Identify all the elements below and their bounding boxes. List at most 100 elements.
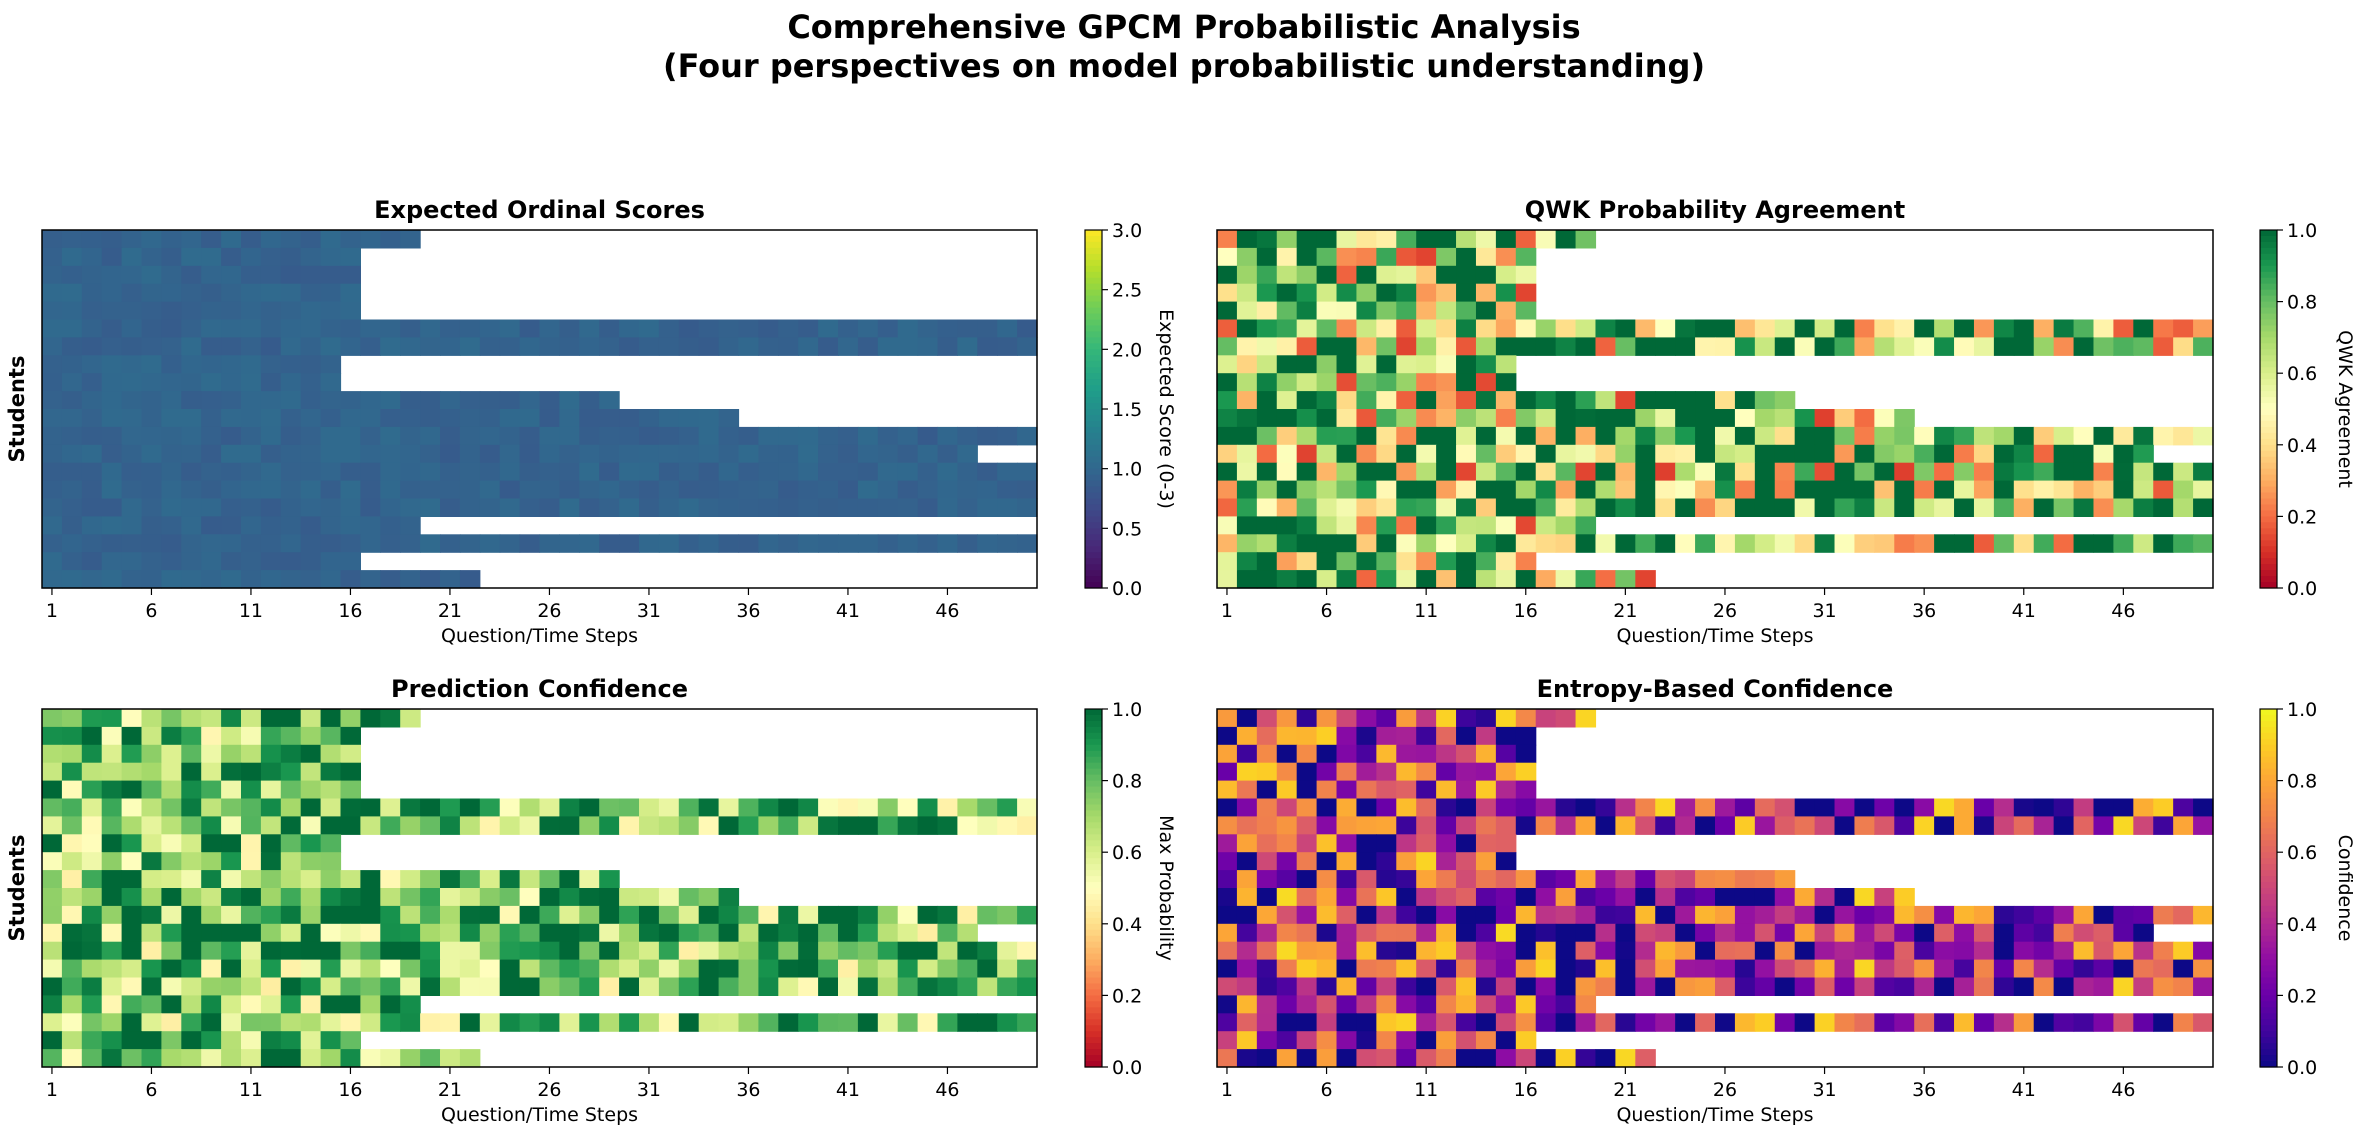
heatmap-cell bbox=[2073, 798, 2095, 817]
heatmap-cell bbox=[579, 337, 600, 356]
heatmap-cell bbox=[479, 923, 501, 943]
heatmap-cell bbox=[1217, 283, 1238, 303]
heatmap-cell bbox=[1236, 816, 1258, 835]
heatmap-cell bbox=[61, 726, 83, 746]
heatmap-cell bbox=[121, 247, 143, 267]
heatmap-cell bbox=[1336, 870, 1358, 889]
colorbar-segment bbox=[1085, 971, 1102, 979]
heatmap-cell bbox=[1555, 319, 1577, 338]
heatmap-cell bbox=[300, 995, 322, 1014]
heatmap-cell bbox=[1575, 337, 1597, 356]
heatmap-cell bbox=[1834, 462, 1856, 482]
heatmap-cell bbox=[1794, 319, 1816, 338]
heatmap-cell bbox=[1356, 230, 1377, 249]
heatmap-cell bbox=[1794, 905, 1816, 925]
heatmap-cell bbox=[1535, 230, 1557, 249]
heatmap-cell bbox=[1356, 570, 1377, 589]
heatmap-cell bbox=[1993, 319, 2015, 338]
heatmap-cell bbox=[260, 1031, 282, 1050]
heatmap-cell bbox=[1655, 462, 1676, 482]
heatmap-cell bbox=[1336, 444, 1358, 464]
colorbar-segment bbox=[1085, 983, 1102, 991]
colorbar-segment bbox=[2260, 337, 2277, 344]
heatmap-cell bbox=[698, 337, 720, 356]
heatmap-cell bbox=[300, 959, 322, 979]
heatmap-cell bbox=[1336, 798, 1358, 817]
heatmap-cell bbox=[877, 977, 899, 996]
heatmap-cell bbox=[340, 744, 361, 764]
heatmap-cell bbox=[260, 816, 282, 835]
heatmap-cell bbox=[1376, 319, 1397, 338]
heatmap-cell bbox=[61, 941, 83, 961]
heatmap-cell bbox=[1655, 480, 1676, 500]
heatmap-cell bbox=[1734, 816, 1756, 835]
heatmap-cell bbox=[1973, 959, 1995, 979]
heatmap-cell bbox=[1515, 265, 1537, 285]
colorbar-segment bbox=[2260, 331, 2277, 338]
colorbar-tick-label: 1.0 bbox=[2287, 220, 2317, 242]
x-tick-label: 1 bbox=[1221, 600, 1233, 622]
heatmap-cell bbox=[758, 426, 779, 446]
heatmap-cell bbox=[1515, 959, 1537, 979]
heatmap-cell bbox=[1256, 230, 1278, 249]
heatmap-cell bbox=[1495, 1031, 1517, 1050]
colorbar-segment bbox=[1085, 230, 1102, 237]
heatmap-cell bbox=[2133, 905, 2154, 925]
heatmap-cell bbox=[937, 462, 958, 482]
heatmap-cell bbox=[2193, 498, 2214, 517]
heatmap-cell bbox=[340, 409, 361, 428]
heatmap-cell bbox=[559, 498, 580, 517]
heatmap-cell bbox=[1456, 516, 1477, 535]
heatmap-cell bbox=[320, 726, 342, 746]
heatmap-cell bbox=[161, 780, 182, 800]
heatmap-cell bbox=[1874, 409, 1895, 428]
heatmap-cell bbox=[1316, 265, 1338, 285]
heatmap-cell bbox=[977, 816, 998, 835]
heatmap-cell bbox=[61, 498, 83, 517]
heatmap-cell bbox=[479, 798, 501, 817]
heatmap-cell bbox=[1396, 870, 1417, 889]
x-tick-label: 26 bbox=[537, 1079, 561, 1101]
x-tick-label: 11 bbox=[1414, 1079, 1438, 1101]
heatmap-cell bbox=[778, 798, 799, 817]
heatmap-cell bbox=[320, 941, 342, 961]
heatmap-cell bbox=[2093, 977, 2114, 996]
heatmap-cell bbox=[1217, 959, 1238, 979]
heatmap-cell bbox=[360, 426, 381, 446]
heatmap-cell bbox=[559, 959, 580, 979]
heatmap-cell bbox=[957, 977, 978, 996]
heatmap-cell bbox=[2033, 462, 2055, 482]
heatmap-cell bbox=[1675, 480, 1696, 500]
heatmap-cell bbox=[61, 462, 83, 482]
heatmap-cell bbox=[579, 798, 600, 817]
heatmap-cell bbox=[519, 888, 541, 907]
heatmap-cell bbox=[420, 1049, 441, 1068]
heatmap-cell bbox=[1495, 923, 1517, 943]
colorbar-segment bbox=[2260, 343, 2277, 350]
colorbar-segment bbox=[2260, 582, 2277, 589]
heatmap-cell bbox=[201, 852, 222, 871]
heatmap-cell bbox=[221, 391, 242, 410]
heatmap-cell bbox=[1436, 480, 1457, 500]
heatmap-cell bbox=[479, 462, 501, 482]
heatmap-cell bbox=[1734, 534, 1756, 553]
heatmap-cell bbox=[1535, 444, 1557, 464]
plot-frame bbox=[41, 708, 1038, 1068]
heatmap-cell bbox=[1456, 1013, 1477, 1032]
heatmap-cell bbox=[838, 816, 859, 835]
heatmap-cell bbox=[619, 1013, 640, 1032]
heatmap-cell bbox=[181, 923, 202, 943]
heatmap-cell bbox=[300, 888, 322, 907]
heatmap-cell bbox=[1356, 247, 1377, 267]
heatmap-cell bbox=[81, 552, 103, 571]
colorbar-segment bbox=[1085, 289, 1102, 297]
heatmap-cell bbox=[1675, 1013, 1696, 1032]
colorbar-segment bbox=[1085, 762, 1102, 770]
heatmap-cell bbox=[1376, 726, 1397, 746]
heatmap-cell bbox=[81, 337, 103, 356]
colorbar-segment bbox=[1085, 882, 1102, 889]
heatmap-cell bbox=[201, 995, 222, 1014]
heatmap-cell bbox=[260, 247, 282, 267]
heatmap-cell bbox=[559, 816, 580, 835]
heatmap-cell bbox=[1575, 516, 1597, 535]
